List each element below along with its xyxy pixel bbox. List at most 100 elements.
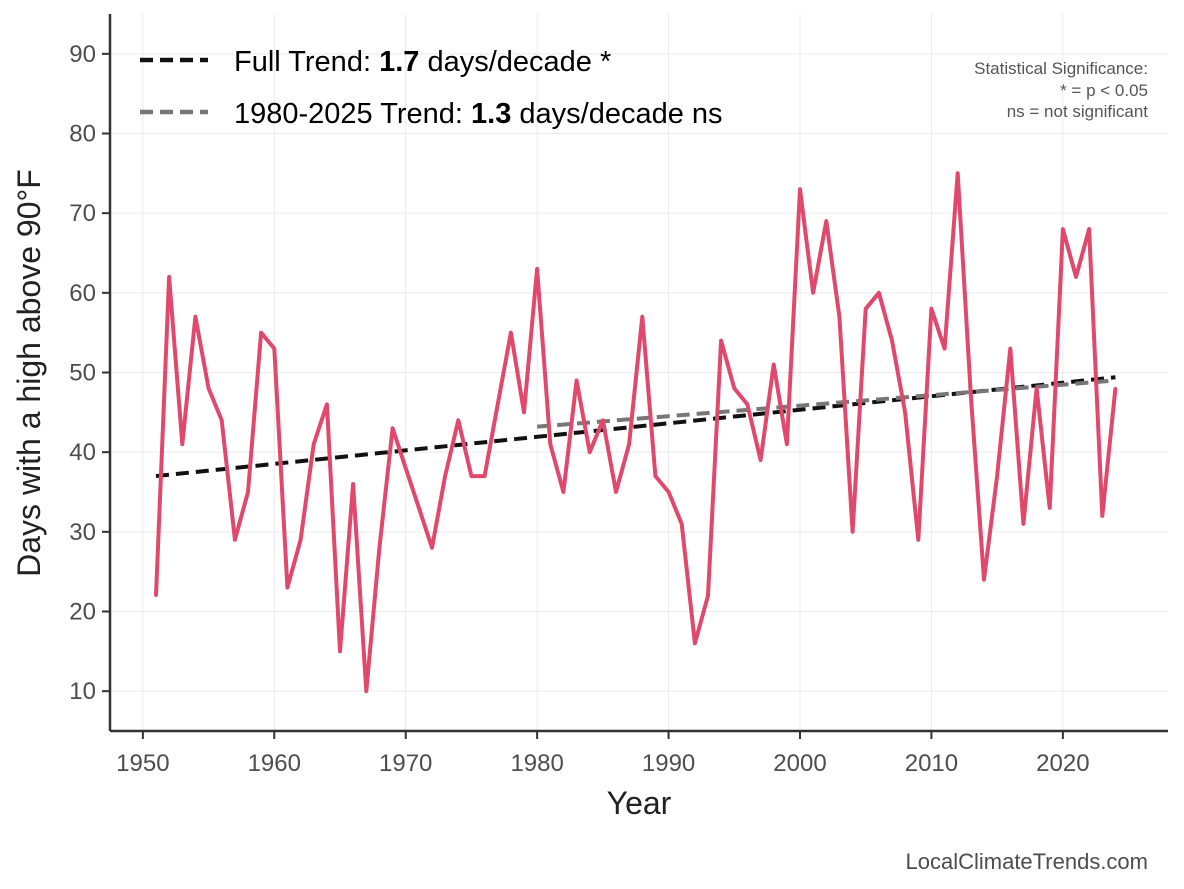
data-point [548,442,552,446]
data-point [509,331,513,335]
data-point [798,187,802,191]
significance-note: Statistical Significance: * = p < 0.05 n… [974,59,1148,121]
series-line [154,171,1118,694]
data-point [483,474,487,478]
data-point [299,538,303,542]
credit-text: LocalClimateTrends.com [906,849,1149,874]
data-point [601,418,605,422]
data-point [916,538,920,542]
x-tick-label: 1950 [116,750,169,777]
data-point [903,410,907,414]
legend-label-recent-trend: 1980-2025 Trend: 1.3 days/decade ns [234,98,723,130]
data-point [1021,522,1025,526]
data-point [785,442,789,446]
data-point [325,402,329,406]
x-tick-label: 1970 [379,750,432,777]
legend-suffix: days/decade ns [511,98,722,130]
data-point [496,402,500,406]
ticks: 10 20 30 40 50 60 70 80 90 1950 1960 1970 1980 1990 20… [69,41,1089,777]
data-point [627,442,631,446]
data-point [811,291,815,295]
y-axis-title: Days with a high above 90°F [11,169,47,577]
data-point [272,347,276,351]
data-point [588,450,592,454]
significance-title: Statistical Significance: [974,59,1148,78]
data-point [575,378,579,382]
data-point [995,474,999,478]
legend-prefix: Full Trend: [234,46,379,78]
data-point [929,307,933,311]
recent-trend-line [536,378,1116,429]
data-point [1008,347,1012,351]
data-point [246,490,250,494]
data-point [377,546,381,550]
data-point [982,578,986,582]
data-point [719,339,723,343]
data-point [430,546,434,550]
y-tick-label: 40 [69,439,96,466]
data-point [864,307,868,311]
data-point [732,386,736,390]
data-point [417,506,421,510]
x-tick-label: 2020 [1036,750,1089,777]
data-point [364,689,368,693]
legend-value: 1.3 [471,98,511,130]
data-point [220,418,224,422]
legend: Full Trend: 1.7 days/decade * 1980-2025 T… [140,46,723,130]
data-point [680,522,684,526]
data-point [1035,386,1039,390]
data-point [391,426,395,430]
significance-ns: ns = not significant [1007,102,1149,121]
data-point [535,267,539,271]
data-point [772,363,776,367]
data-series [154,171,1118,694]
data-point [312,442,316,446]
data-point [759,458,763,462]
data-point [693,641,697,645]
data-point [193,315,197,319]
data-point [1087,227,1091,231]
data-point [956,171,960,175]
y-tick-label: 20 [69,599,96,626]
data-point [706,594,710,598]
legend-value: 1.7 [379,46,419,78]
legend-prefix: 1980-2025 Trend: [234,98,471,130]
data-point [824,219,828,223]
y-tick-label: 80 [69,121,96,148]
legend-suffix: days/decade * [419,46,611,78]
data-point [233,538,237,542]
data-point [837,315,841,319]
data-point [351,482,355,486]
data-point [1074,275,1078,279]
data-point [469,474,473,478]
data-point [851,530,855,534]
y-tick-label: 10 [69,678,96,705]
data-point [338,649,342,653]
data-point [640,315,644,319]
data-point [456,418,460,422]
data-point [1100,514,1104,518]
data-point [943,347,947,351]
data-point [877,291,881,295]
full-trend-line [155,375,1116,479]
y-tick-label: 30 [69,519,96,546]
data-point [207,386,211,390]
x-tick-label: 1990 [642,750,695,777]
data-point [1061,227,1065,231]
x-axis-title: Year [607,785,672,821]
x-tick-label: 2010 [905,750,958,777]
y-tick-label: 70 [69,200,96,227]
data-point [167,275,171,279]
x-tick-label: 1960 [248,750,301,777]
data-point [614,490,618,494]
data-point [522,410,526,414]
significance-star: * = p < 0.05 [1060,81,1148,100]
data-point [1113,386,1117,390]
data-point [259,331,263,335]
trend-lines [155,375,1116,479]
data-point [890,339,894,343]
data-point [667,490,671,494]
data-point [745,402,749,406]
data-point [653,474,657,478]
